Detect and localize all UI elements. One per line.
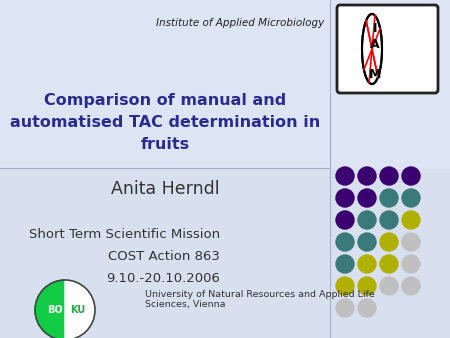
Text: Comparison of manual and
automatised TAC determination in
fruits: Comparison of manual and automatised TAC…: [10, 93, 320, 152]
Circle shape: [380, 277, 398, 295]
Circle shape: [402, 167, 420, 185]
Circle shape: [402, 233, 420, 251]
Text: Institute of Applied Microbiology: Institute of Applied Microbiology: [156, 18, 324, 28]
Circle shape: [380, 211, 398, 229]
Text: University of Natural Resources and Applied Life
Sciences, Vienna: University of Natural Resources and Appl…: [145, 290, 375, 309]
Circle shape: [380, 255, 398, 273]
Bar: [0, 0, 450, 168]
Text: Anita Herndl: Anita Herndl: [111, 180, 219, 198]
Text: A: A: [370, 39, 380, 51]
Circle shape: [358, 189, 376, 207]
Circle shape: [380, 189, 398, 207]
Circle shape: [336, 277, 354, 295]
Circle shape: [358, 255, 376, 273]
Circle shape: [336, 189, 354, 207]
Circle shape: [336, 255, 354, 273]
Circle shape: [336, 211, 354, 229]
Text: 9.10.-20.10.2006: 9.10.-20.10.2006: [106, 272, 220, 285]
Circle shape: [380, 167, 398, 185]
Text: BO: BO: [47, 305, 63, 315]
Circle shape: [35, 280, 95, 338]
Circle shape: [402, 255, 420, 273]
FancyBboxPatch shape: [337, 5, 438, 93]
Circle shape: [402, 277, 420, 295]
Circle shape: [358, 233, 376, 251]
Circle shape: [402, 189, 420, 207]
Text: COST Action 863: COST Action 863: [108, 250, 220, 263]
Circle shape: [358, 211, 376, 229]
Circle shape: [358, 167, 376, 185]
Circle shape: [380, 233, 398, 251]
Circle shape: [336, 299, 354, 317]
Circle shape: [336, 167, 354, 185]
Circle shape: [358, 299, 376, 317]
Text: M: M: [369, 68, 381, 80]
Circle shape: [336, 233, 354, 251]
Text: Short Term Scientific Mission: Short Term Scientific Mission: [29, 228, 220, 241]
Circle shape: [402, 211, 420, 229]
Text: I: I: [373, 22, 377, 34]
Wedge shape: [65, 280, 95, 338]
Circle shape: [358, 277, 376, 295]
Text: KU: KU: [70, 305, 86, 315]
